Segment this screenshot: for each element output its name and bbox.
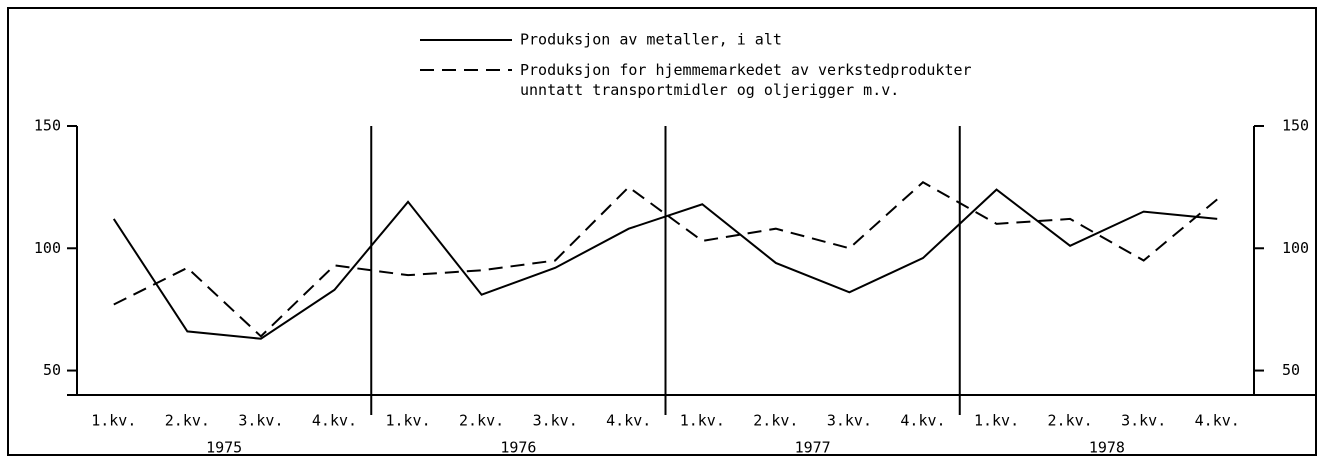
x-tick-label: 3.kv. xyxy=(533,412,578,430)
year-label: 1976 xyxy=(500,439,536,457)
frame xyxy=(7,7,1317,456)
x-tick-label: 2.kv. xyxy=(1048,412,1093,430)
x-tick-label: 2.kv. xyxy=(165,412,210,430)
x-tick-label: 4.kv. xyxy=(1195,412,1240,430)
y-tick-label: 50 xyxy=(43,361,61,379)
x-tick-label: 1.kv. xyxy=(385,412,430,430)
x-tick-label: 3.kv. xyxy=(1121,412,1166,430)
x-tick-label: 1.kv. xyxy=(91,412,136,430)
legend-label: Produksjon for hjemmemarkedet av verkste… xyxy=(520,61,972,99)
y-tick-label: 100 xyxy=(34,239,61,257)
year-label: 1977 xyxy=(795,439,831,457)
year-label: 1975 xyxy=(206,439,242,457)
x-tick-label: 4.kv. xyxy=(900,412,945,430)
x-tick-label: 1.kv. xyxy=(680,412,725,430)
year-label: 1978 xyxy=(1089,439,1125,457)
y2-tick-label: 50 xyxy=(1282,361,1300,379)
x-tick-label: 2.kv. xyxy=(753,412,798,430)
x-tick-label: 4.kv. xyxy=(312,412,357,430)
series-line xyxy=(112,188,1218,340)
y2-tick-label: 150 xyxy=(1282,117,1309,135)
legend-label: Produksjon av metaller, i alt xyxy=(520,31,782,49)
x-tick-label: 2.kv. xyxy=(459,412,504,430)
series-line xyxy=(113,181,1218,338)
y-tick-label: 150 xyxy=(34,117,61,135)
y2-tick-label: 100 xyxy=(1282,239,1309,257)
x-tick-label: 3.kv. xyxy=(238,412,283,430)
x-tick-label: 4.kv. xyxy=(606,412,651,430)
x-tick-label: 1.kv. xyxy=(974,412,1019,430)
x-tick-label: 3.kv. xyxy=(827,412,872,430)
